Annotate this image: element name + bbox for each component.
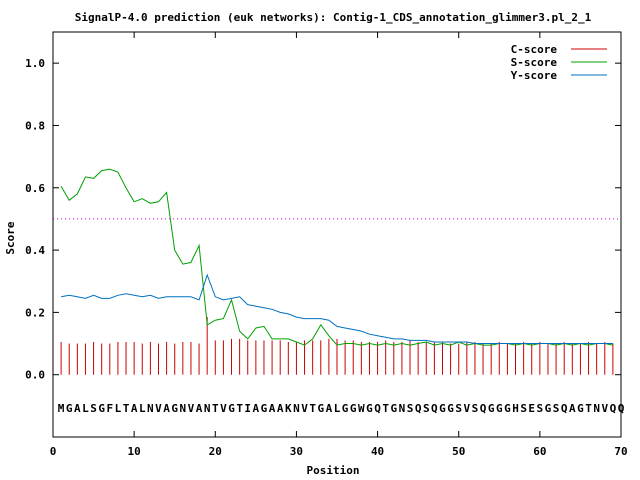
sequence-letter: G	[504, 402, 511, 415]
sequence-letter: G	[228, 402, 235, 415]
legend-label-c-score: C-score	[511, 43, 558, 56]
x-tick-label: 50	[452, 445, 465, 458]
sequence-letter: G	[261, 402, 268, 415]
sequence-letter: E	[528, 402, 535, 415]
sequence-letter: H	[512, 402, 519, 415]
sequence-letter: Q	[610, 402, 617, 415]
sequence-letter: G	[171, 402, 178, 415]
sequence-letter: A	[269, 402, 276, 415]
sequence-letter: G	[577, 402, 584, 415]
sequence-letter: Q	[374, 402, 381, 415]
sequence-letter: Q	[431, 402, 438, 415]
sequence-letter: V	[301, 402, 308, 415]
sequence-letter: S	[407, 402, 414, 415]
chart-title: SignalP-4.0 prediction (euk networks): C…	[75, 11, 592, 24]
sequence-letter: S	[472, 402, 479, 415]
sequence-letter: V	[464, 402, 471, 415]
sequence-letter: S	[423, 402, 430, 415]
sequence-letter: Q	[561, 402, 568, 415]
sequence-letter: G	[447, 402, 454, 415]
legend-label-s-score: S-score	[511, 56, 558, 69]
sequence-letter: L	[115, 402, 122, 415]
sequence-letter: T	[382, 402, 389, 415]
sequence-letter: A	[163, 402, 170, 415]
sequence-letter: T	[585, 402, 592, 415]
sequence-letter: G	[350, 402, 357, 415]
sequence-letter: A	[74, 402, 81, 415]
sequence-letter: A	[131, 402, 138, 415]
x-tick-label: 20	[209, 445, 222, 458]
sequence-letter: L	[139, 402, 146, 415]
sequence-letter: G	[488, 402, 495, 415]
sequence-letter: S	[455, 402, 462, 415]
sequence-letter: N	[147, 402, 154, 415]
y-tick-label: 0.0	[25, 369, 45, 382]
sequence-letter: S	[90, 402, 97, 415]
sequence-letter: V	[601, 402, 608, 415]
sequence-letter: V	[220, 402, 227, 415]
sequence-letter: G	[317, 402, 324, 415]
sequence-letter: N	[180, 402, 187, 415]
y-tick-label: 0.2	[25, 306, 45, 319]
sequence-letter: Q	[480, 402, 487, 415]
x-tick-label: 10	[128, 445, 141, 458]
sequence-letter: T	[309, 402, 316, 415]
sequence-letter: L	[334, 402, 341, 415]
legend-label-y-score: Y-score	[511, 69, 558, 82]
sequence-letter: N	[293, 402, 300, 415]
x-tick-label: 40	[371, 445, 384, 458]
sequence-letter: S	[520, 402, 527, 415]
y-tick-label: 0.4	[25, 244, 45, 257]
y-tick-label: 0.8	[25, 119, 45, 132]
sequence-letter: N	[593, 402, 600, 415]
sequence-letter: A	[569, 402, 576, 415]
y-tick-label: 0.6	[25, 182, 45, 195]
sequence-letter: L	[82, 402, 89, 415]
sequence-letter: G	[439, 402, 446, 415]
sequence-letter: Q	[415, 402, 422, 415]
x-tick-label: 0	[50, 445, 57, 458]
x-tick-label: 70	[614, 445, 627, 458]
sequence-letter: A	[326, 402, 333, 415]
sequence-letter: Q	[618, 402, 625, 415]
sequence-letter: A	[277, 402, 284, 415]
sequence-letter: T	[123, 402, 130, 415]
s-score-line	[60, 168, 613, 346]
x-tick-label: 30	[290, 445, 303, 458]
x-tick-label: 60	[533, 445, 546, 458]
y-score-line	[61, 273, 613, 344]
x-axis-label: Position	[307, 464, 360, 477]
sequence-letter: V	[155, 402, 162, 415]
plot-frame	[52, 31, 622, 438]
sequence-letter: G	[342, 402, 349, 415]
sequence-letter: A	[253, 402, 260, 415]
sequence-letter: K	[285, 402, 292, 415]
sequence-letter: I	[244, 402, 251, 415]
sequence-letter: T	[212, 402, 219, 415]
sequence-letter: G	[98, 402, 105, 415]
sequence-letter: G	[66, 402, 73, 415]
sequence-letter: S	[553, 402, 560, 415]
sequence-letter: G	[496, 402, 503, 415]
sequence-letter: G	[390, 402, 397, 415]
sequence-letter: T	[236, 402, 243, 415]
sequence-letter: W	[358, 402, 365, 415]
sequence-letter: N	[399, 402, 406, 415]
sequence-letter: S	[537, 402, 544, 415]
sequence-letter: V	[188, 402, 195, 415]
sequence-letter: A	[196, 402, 203, 415]
sequence-letter: F	[106, 402, 113, 415]
sequence-letter: G	[545, 402, 552, 415]
y-axis-label: Score	[4, 221, 17, 254]
sequence-letter: M	[58, 402, 65, 415]
sequence-letter: G	[366, 402, 373, 415]
y-tick-label: 1.0	[25, 57, 45, 70]
sequence-letter: N	[204, 402, 211, 415]
